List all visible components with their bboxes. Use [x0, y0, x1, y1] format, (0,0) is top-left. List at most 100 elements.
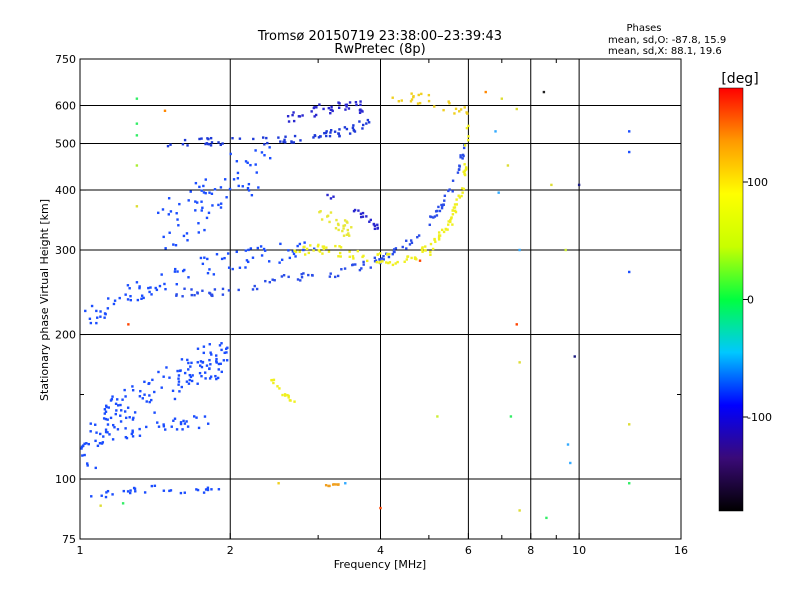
data-point: [424, 249, 427, 252]
data-point: [220, 257, 224, 261]
data-point: [436, 415, 439, 418]
data-point: [542, 90, 546, 94]
data-point: [455, 203, 459, 206]
data-point: [388, 261, 392, 264]
data-point: [437, 234, 441, 237]
data-point: [138, 434, 142, 437]
data-point: [205, 142, 208, 145]
data-point: [194, 200, 197, 203]
data-point: [104, 410, 108, 413]
data-point: [104, 428, 108, 431]
data-point: [85, 442, 88, 445]
data-point: [145, 425, 148, 429]
data-point: [263, 249, 267, 252]
data-point: [518, 361, 521, 364]
data-point: [80, 447, 83, 450]
data-point: [451, 223, 454, 226]
data-point: [352, 257, 355, 260]
data-point: [138, 395, 142, 398]
data-point: [324, 131, 328, 135]
data-point: [369, 218, 372, 222]
data-point: [109, 416, 113, 420]
data-point: [87, 442, 90, 446]
data-point: [201, 262, 205, 266]
data-point: [358, 120, 361, 123]
data-point: [518, 248, 521, 252]
data-point: [280, 258, 284, 262]
data-point: [211, 294, 214, 298]
data-point: [102, 435, 105, 438]
data-point: [212, 273, 216, 276]
x-tick-label: 4: [377, 544, 384, 557]
data-point: [167, 197, 171, 200]
colorbar: [deg] 100 0 -100: [718, 71, 772, 512]
data-point: [319, 210, 322, 213]
data-point: [187, 361, 190, 365]
data-point: [263, 143, 266, 146]
data-point: [348, 101, 352, 104]
data-point: [150, 293, 153, 296]
data-point: [466, 138, 470, 142]
data-point: [464, 166, 468, 169]
data-point: [362, 263, 365, 266]
data-point: [447, 223, 450, 226]
data-point: [126, 490, 130, 493]
data-point: [453, 203, 457, 206]
data-point: [325, 134, 328, 138]
x-tick-label: 2: [227, 544, 234, 557]
x-tick-label: 8: [527, 544, 534, 557]
data-point: [345, 220, 348, 223]
data-point: [292, 119, 296, 123]
data-point: [150, 484, 154, 488]
data-point: [397, 100, 401, 103]
data-point: [160, 273, 163, 276]
data-point: [173, 417, 177, 420]
data-point: [147, 382, 150, 386]
data-point: [366, 259, 369, 263]
x-tick-label: 1: [77, 544, 84, 557]
data-point: [369, 266, 372, 269]
data-point: [222, 359, 226, 362]
data-point: [131, 418, 135, 421]
data-point: [465, 126, 469, 130]
data-point: [179, 422, 183, 426]
data-point: [168, 231, 171, 234]
data-point: [138, 427, 141, 431]
data-point: [443, 194, 447, 197]
data-point: [206, 271, 210, 275]
data-point: [162, 423, 165, 426]
data-point: [168, 489, 171, 493]
data-point: [315, 106, 318, 109]
data-point: [457, 194, 460, 197]
data-point: [189, 375, 193, 379]
data-point: [292, 141, 296, 144]
data-point: [157, 425, 161, 428]
data-point: [227, 266, 231, 269]
data-point: [190, 379, 194, 383]
data-point: [291, 250, 295, 253]
data-point: [210, 353, 213, 356]
y-tick-label: 75: [62, 533, 76, 546]
data-point: [410, 98, 414, 101]
data-point: [116, 398, 119, 401]
data-point: [284, 135, 287, 138]
data-point: [272, 378, 276, 382]
data-point: [437, 231, 441, 234]
data-point: [153, 411, 156, 414]
data-point: [84, 309, 87, 313]
data-point: [438, 209, 442, 213]
data-point: [328, 134, 332, 138]
data-point: [351, 126, 355, 130]
data-point: [112, 423, 115, 427]
data-point: [162, 375, 165, 378]
data-point: [164, 247, 167, 250]
data-point: [130, 432, 134, 436]
data-point: [186, 358, 189, 362]
data-point: [192, 415, 196, 418]
data-point: [448, 188, 451, 191]
data-point: [235, 250, 238, 254]
data-point: [343, 267, 347, 270]
data-point: [219, 143, 222, 147]
data-point: [86, 464, 89, 467]
data-point: [154, 286, 157, 290]
